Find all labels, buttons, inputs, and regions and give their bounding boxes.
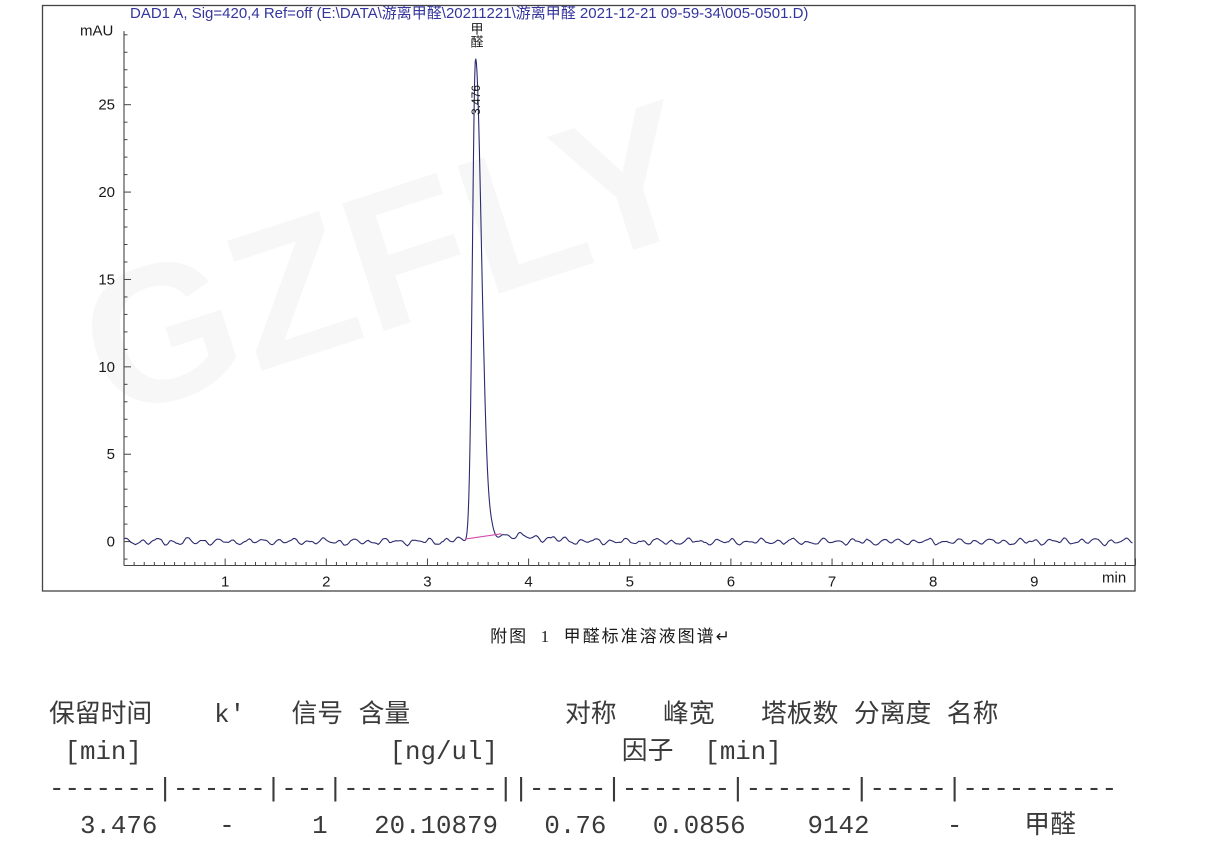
svg-text:4: 4	[524, 574, 532, 591]
svg-text:10: 10	[98, 359, 115, 376]
svg-text:25: 25	[98, 97, 115, 114]
svg-text:15: 15	[98, 271, 115, 288]
svg-text:甲醛: 甲醛	[469, 22, 484, 48]
svg-text:3.476: 3.476	[469, 85, 483, 115]
svg-text:20: 20	[98, 184, 115, 201]
svg-text:8: 8	[929, 574, 937, 591]
svg-text:DAD1 A, Sig=420,4 Ref=off (E:\: DAD1 A, Sig=420,4 Ref=off (E:\DATA\游离甲醛\…	[130, 5, 808, 22]
svg-text:5: 5	[107, 446, 115, 463]
svg-text:2: 2	[322, 574, 330, 591]
svg-text:7: 7	[828, 574, 836, 591]
svg-text:mAU: mAU	[80, 23, 113, 40]
svg-text:9: 9	[1030, 574, 1038, 591]
svg-text:1: 1	[221, 574, 229, 591]
svg-text:0: 0	[107, 534, 115, 551]
svg-text:3: 3	[423, 574, 431, 591]
svg-text:6: 6	[727, 574, 735, 591]
svg-text:5: 5	[626, 574, 634, 591]
svg-text:min: min	[1102, 570, 1126, 587]
